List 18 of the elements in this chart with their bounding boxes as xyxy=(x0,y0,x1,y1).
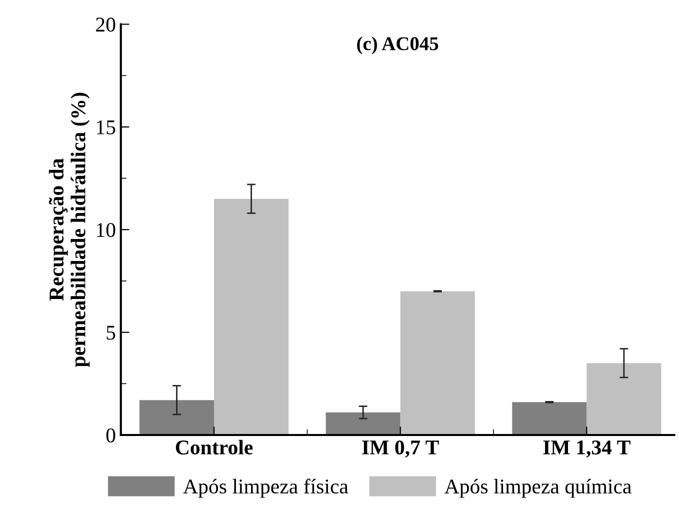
x-tick-label: IM 0,7 T xyxy=(362,440,439,458)
y-axis-title: Recuperação da permeabilidade hidráulica (%) xyxy=(48,92,90,368)
bar xyxy=(512,402,587,435)
text: (c) AC045 xyxy=(357,36,438,54)
y-tick-label: 0 xyxy=(106,428,116,442)
bar xyxy=(400,291,475,435)
y-tick-label: 10 xyxy=(97,222,116,238)
bar xyxy=(139,400,214,435)
y-tick-label: 20 xyxy=(96,18,116,32)
x-tick-label: Controle xyxy=(176,440,253,455)
bar xyxy=(326,412,400,435)
bar xyxy=(586,363,662,435)
bar xyxy=(214,198,289,435)
x-tick-label: IM 1,34 T xyxy=(543,440,630,458)
y-tick-label: 5 xyxy=(106,326,116,340)
legend-label: Após limpeza química xyxy=(444,478,632,498)
y-tick-label: 15 xyxy=(97,120,116,134)
legend-label: Após limpeza física xyxy=(183,478,348,498)
